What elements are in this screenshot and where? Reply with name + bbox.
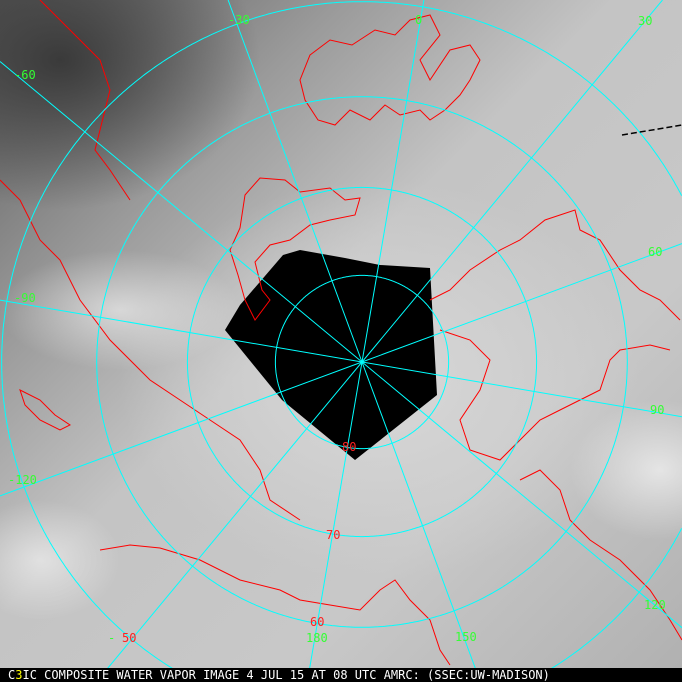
meridian--60: [0, 61, 363, 363]
coastline-canada-islands: [439, 329, 671, 461]
meridian-60: [361, 243, 682, 363]
lon-label-minus-150-partial: -: [108, 631, 116, 645]
lon-label-180: 180: [306, 631, 328, 645]
lat-label-50: 50: [122, 631, 137, 645]
meridian--90: [0, 299, 363, 363]
caption-prefix: C: [8, 668, 16, 682]
lon-label-90: 90: [650, 403, 665, 417]
meridian-30: [361, 0, 663, 363]
coastline-siberia: [429, 209, 681, 321]
lon-label-minus-60: -60: [14, 68, 36, 82]
lon-label-minus-30: -30: [228, 13, 250, 27]
latitude-circle-70: [186, 186, 538, 538]
meridian-90: [361, 361, 682, 418]
coastline-greenland: [229, 177, 361, 321]
coastline-europe-west: [39, 0, 131, 201]
latitude-circle-80: [274, 274, 450, 450]
coastline-labrador: [0, 179, 301, 521]
lat-label-60: 60: [310, 615, 325, 629]
lon-label-150: 150: [455, 630, 477, 644]
dashed-boundary-line: [621, 124, 682, 136]
coastline-alaska: [99, 544, 451, 666]
meridian--180: [306, 361, 363, 682]
lon-label-120: 120: [644, 598, 666, 612]
lat-label-80: 80: [342, 440, 357, 454]
coastline-hudson: [519, 469, 682, 641]
lon-label-minus-120: -120: [8, 473, 37, 487]
caption-marker: 3: [15, 668, 23, 682]
coastline-scandinavia: [299, 14, 481, 126]
meridian-0: [361, 0, 425, 363]
lon-label-30: 30: [638, 14, 653, 28]
lon-label-minus-90: -90: [14, 291, 36, 305]
meridian--120: [0, 361, 363, 497]
lat-label-70: 70: [326, 528, 341, 542]
latitude-circle-60: [96, 96, 628, 628]
coastlines: [0, 0, 682, 666]
no-data-region: [225, 250, 437, 460]
lon-label-60: 60: [648, 245, 663, 259]
image-caption: C3IC COMPOSITE WATER VAPOR IMAGE 4 JUL 1…: [0, 668, 682, 682]
coastline-iceland: [19, 389, 71, 431]
caption-text: IC COMPOSITE WATER VAPOR IMAGE 4 JUL 15 …: [22, 668, 550, 682]
lon-label-0: 0: [415, 13, 423, 27]
meridian--150: [95, 361, 363, 682]
meridian-150: [361, 361, 481, 682]
meridian-120: [361, 361, 682, 629]
meridian--30: [227, 0, 363, 363]
